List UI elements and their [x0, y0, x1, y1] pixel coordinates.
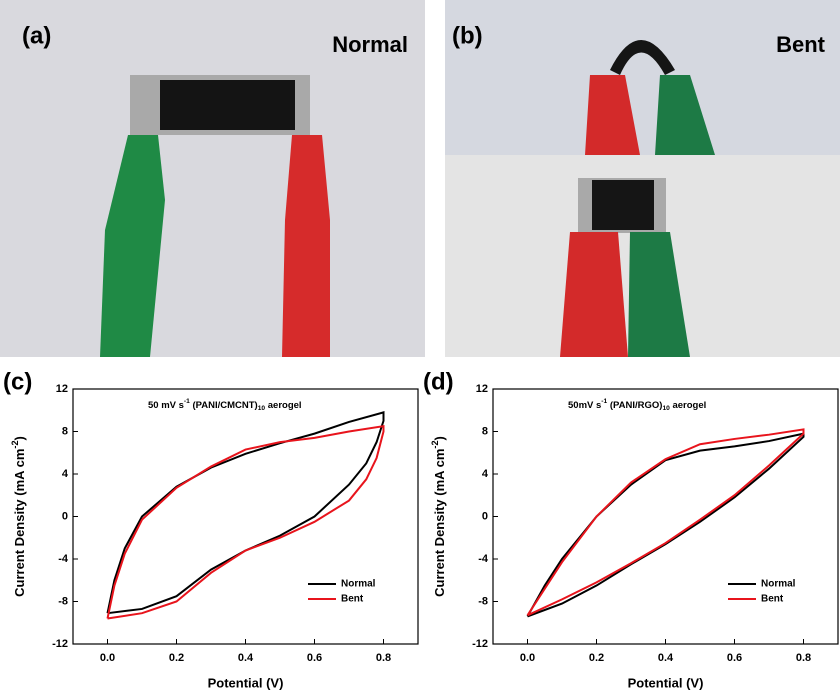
- y-tick-label: -12: [52, 638, 68, 650]
- y-tick-label: -8: [478, 595, 488, 607]
- chart-title-part: -1: [184, 398, 190, 405]
- panel-label: (a): [22, 22, 51, 49]
- y-tick-label: 0: [62, 510, 68, 522]
- chart-title-part: -1: [601, 398, 607, 405]
- chart-title-part: 50mV s: [568, 400, 601, 411]
- cv-curve: [106, 411, 385, 615]
- chart-title-part: (PANI/CMCNT): [190, 400, 258, 411]
- photo-background: [0, 0, 425, 357]
- green-clip: [655, 75, 715, 155]
- y-axis-label: Current Density (mA cm-2): [430, 436, 447, 597]
- chart-title-part: 10: [258, 405, 266, 412]
- legend-label: Bent: [761, 594, 784, 605]
- y-tick-label: 4: [62, 468, 69, 480]
- chart-title: 50 mV s-1 (PANI/CMCNT)10 aerogel: [148, 398, 302, 412]
- chart-title: 50mV s-1 (PANI/RGO)10 aerogel: [568, 398, 706, 412]
- chart-title-part: 50 mV s: [148, 400, 184, 411]
- x-tick-label: 0.4: [238, 652, 254, 664]
- red-clip: [282, 135, 330, 357]
- electrode-strip: [160, 80, 295, 130]
- bent-strip: [610, 40, 675, 75]
- chart-title-part: 10: [662, 405, 670, 412]
- x-tick-label: 0.8: [376, 652, 391, 664]
- electrode-strip: [592, 180, 654, 230]
- plot-frame: [72, 388, 419, 645]
- green-clip: [100, 135, 165, 357]
- x-tick-label: 0.6: [307, 652, 322, 664]
- panel-label: (c): [3, 368, 32, 395]
- chart-title-part: aerogel: [265, 400, 301, 411]
- y-axis-label-part: Current Density (mA cm: [12, 449, 27, 597]
- legend-label: Normal: [761, 579, 796, 590]
- legend-label: Bent: [341, 594, 364, 605]
- photo-caption: Bent: [776, 32, 826, 57]
- legend-label: Normal: [341, 579, 376, 590]
- x-tick-label: 0.4: [658, 652, 674, 664]
- y-axis-label: Current Density (mA cm-2): [10, 436, 27, 597]
- red-clip: [585, 75, 640, 155]
- x-tick-label: 0.2: [169, 652, 184, 664]
- y-tick-label: -12: [472, 638, 488, 650]
- y-axis-label-part: -2: [10, 440, 20, 448]
- y-tick-label: 8: [62, 425, 68, 437]
- y-tick-label: 12: [476, 383, 488, 395]
- x-tick-label: 0.6: [727, 652, 742, 664]
- y-tick-label: -4: [478, 553, 489, 565]
- y-tick-label: 8: [482, 425, 488, 437]
- chart-title-part: aerogel: [670, 400, 706, 411]
- cv-curve: [526, 428, 805, 617]
- x-tick-label: 0.0: [520, 652, 535, 664]
- red-clip: [560, 232, 628, 357]
- y-tick-label: -4: [58, 553, 69, 565]
- cv-curve: [106, 425, 385, 620]
- y-tick-label: 0: [482, 510, 488, 522]
- plot-frame: [492, 388, 839, 645]
- y-tick-label: -8: [58, 595, 68, 607]
- panel-label: (b): [452, 22, 483, 49]
- photo-normal: (a) Normal: [0, 0, 425, 357]
- x-axis-label: Potential (V): [628, 675, 704, 690]
- x-axis-label: Potential (V): [208, 675, 284, 690]
- photo-caption: Normal: [332, 32, 408, 57]
- x-tick-label: 0.8: [796, 652, 811, 664]
- photo-background: [445, 0, 840, 155]
- photo-bent: (b) Bent: [445, 0, 840, 357]
- chart-title-part: (PANI/RGO): [607, 400, 662, 411]
- y-tick-label: 12: [56, 383, 68, 395]
- y-axis-label-part: -2: [430, 440, 440, 448]
- y-axis-label-part: Current Density (mA cm: [432, 449, 447, 597]
- y-axis-label-part: ): [12, 436, 27, 440]
- x-tick-label: 0.2: [589, 652, 604, 664]
- x-tick-label: 0.0: [100, 652, 115, 664]
- panel-label: (d): [423, 368, 454, 395]
- y-axis-label-part: ): [432, 436, 447, 440]
- y-tick-label: 4: [482, 468, 489, 480]
- green-clip: [628, 232, 690, 357]
